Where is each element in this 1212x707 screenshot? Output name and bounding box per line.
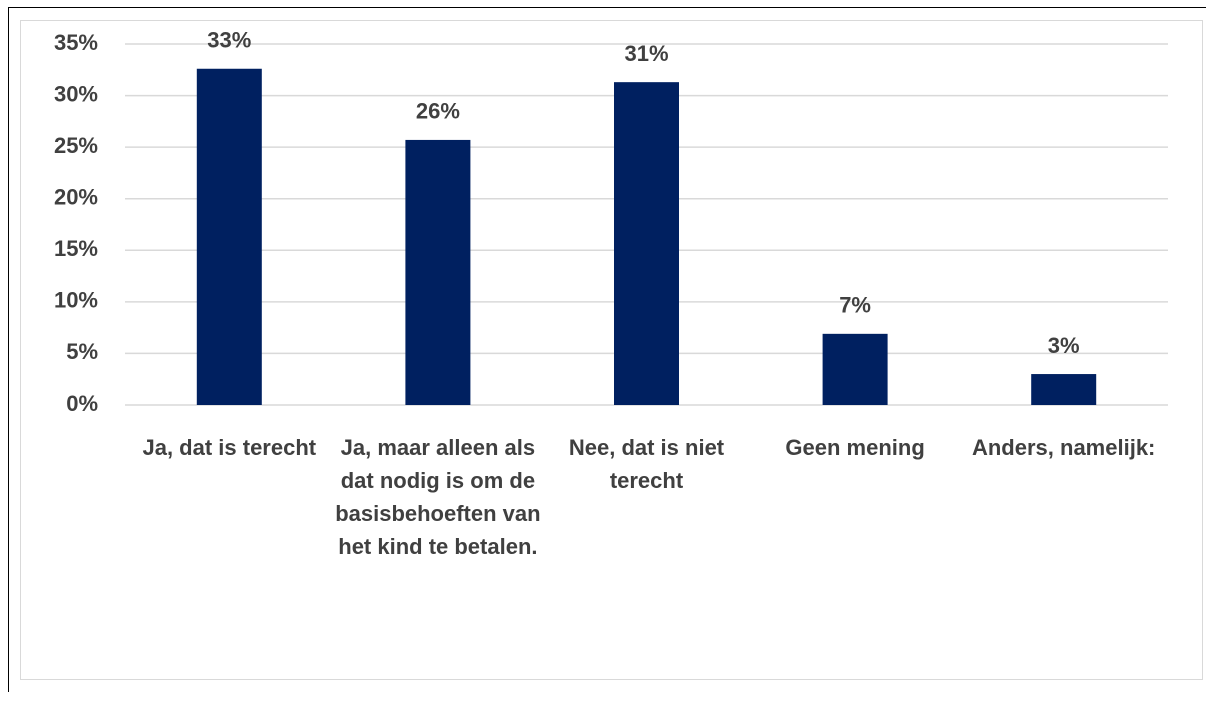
data-label: 26% bbox=[416, 99, 460, 124]
x-tick-label: Geen mening bbox=[785, 435, 925, 460]
bar bbox=[822, 333, 888, 405]
bar bbox=[1031, 374, 1097, 405]
bar bbox=[614, 82, 679, 406]
data-label: 33% bbox=[207, 28, 251, 53]
data-label: 3% bbox=[1048, 333, 1080, 358]
x-tick-label: Ja, maar alleen als dat nodig is om de b… bbox=[335, 435, 541, 559]
y-tick-label: 35% bbox=[54, 30, 98, 55]
x-tick-label: Ja, dat is terecht bbox=[142, 435, 317, 460]
y-tick-label: 0% bbox=[66, 391, 98, 416]
y-tick-label: 25% bbox=[54, 133, 98, 158]
y-tick-label: 5% bbox=[66, 339, 98, 364]
y-tick-label: 10% bbox=[54, 288, 98, 313]
y-tick-label: 15% bbox=[54, 236, 98, 261]
y-tick-label: 30% bbox=[54, 81, 98, 106]
x-tick-label: Anders, namelijk: bbox=[971, 435, 1156, 460]
bar bbox=[405, 139, 471, 405]
x-tick-label: Nee, dat is niet terecht bbox=[568, 435, 725, 493]
data-label: 31% bbox=[624, 41, 668, 66]
data-label: 7% bbox=[839, 293, 871, 318]
bar bbox=[196, 68, 262, 406]
y-tick-label: 20% bbox=[54, 185, 98, 210]
